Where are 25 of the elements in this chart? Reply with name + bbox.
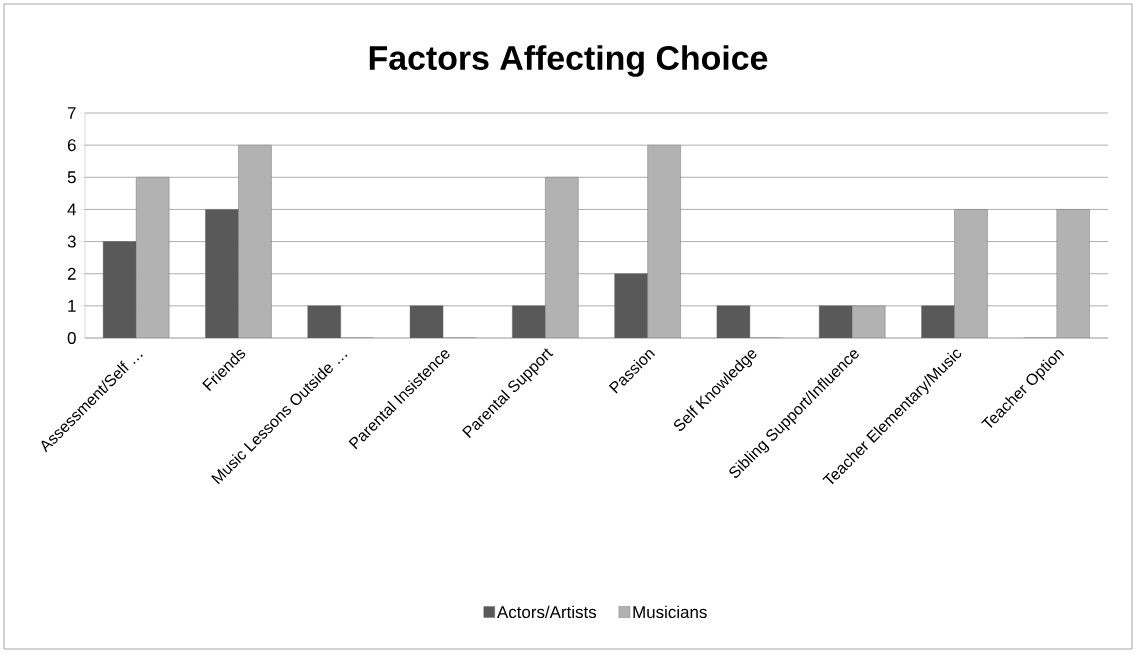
y-tick-label: 7 [67,107,76,119]
bar [307,305,341,338]
bar [512,305,546,338]
bar [545,177,579,338]
y-tick-label: 1 [68,300,76,312]
legend-label: Actors/Artists [496,605,597,619]
bar [102,241,137,338]
bar [852,305,886,338]
bar [921,305,955,338]
bar [238,144,272,338]
bar [647,144,681,338]
bar [819,305,853,338]
bar [135,177,170,338]
legend-label: Musicians [633,605,707,619]
chart-title: Factors Affecting Choice [369,45,768,77]
y-tick-label: 2 [67,267,76,280]
bar [1056,209,1090,338]
y-tick-label: 0 [67,332,76,344]
y-tick-label: 5 [67,171,76,184]
y-tick-label: 4 [67,203,76,216]
bar [954,209,988,338]
y-tick-label: 6 [67,139,76,152]
bar [205,209,239,338]
y-tick-label: 3 [67,235,76,248]
bar [614,273,648,338]
